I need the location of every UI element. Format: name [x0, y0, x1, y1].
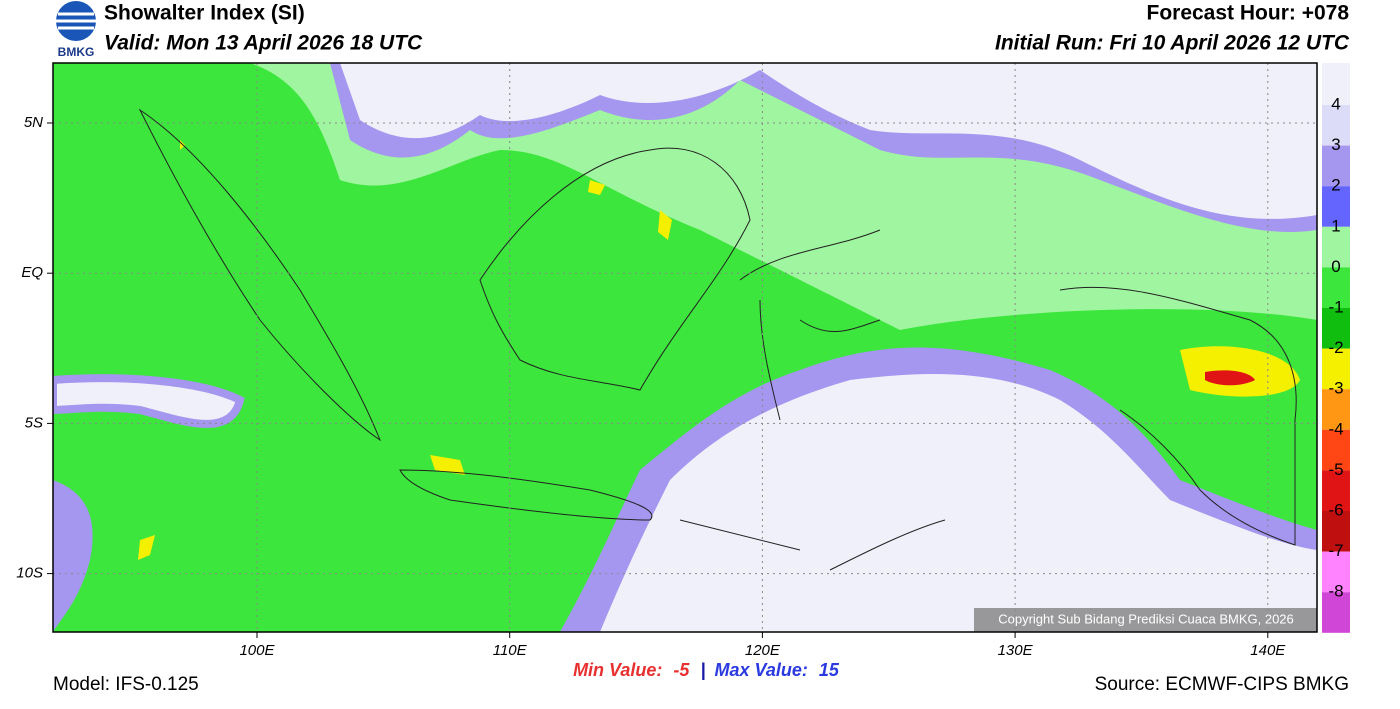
colorbar-segment	[1322, 551, 1350, 593]
valid-time: Valid: Mon 13 April 2026 18 UTC	[104, 32, 423, 55]
lon-label: 140E	[1250, 642, 1286, 659]
colorbar-segment	[1322, 389, 1350, 430]
lon-label: 100E	[239, 642, 275, 659]
colorbar-label: 4	[1331, 94, 1340, 113]
forecast-hour: Forecast Hour: +078	[1147, 2, 1350, 25]
colorbar-label: 1	[1331, 216, 1340, 235]
map: Copyright Sub Bidang Prediksi Cuaca BMKG…	[53, 63, 1317, 632]
lat-label: 5N	[24, 114, 43, 131]
colorbar-label: -1	[1328, 297, 1343, 316]
max-label: Max Value:	[715, 660, 808, 680]
min-value: -5	[673, 660, 690, 680]
lon-label: 130E	[998, 642, 1034, 659]
colorbar-segment	[1322, 470, 1350, 511]
lon-label: 120E	[745, 642, 781, 659]
max-value: 15	[819, 660, 840, 680]
colorbar-label: -8	[1328, 582, 1343, 601]
colorbar-segment	[1322, 105, 1350, 146]
colorbar-label: -6	[1328, 500, 1343, 519]
colorbar: 4 3 2 1 0 -1 -2 -3 -4 -5 -6 -7 -8	[1322, 63, 1350, 633]
map-frame	[52, 62, 1318, 633]
colorbar-segment	[1322, 348, 1350, 390]
lat-label: EQ	[21, 264, 43, 281]
logo: BMKG	[56, 1, 96, 59]
initial-run: Initial Run: Fri 10 April 2026 12 UTC	[995, 32, 1350, 55]
colorbar-label: -7	[1328, 541, 1343, 560]
colorbar-segment	[1322, 511, 1350, 552]
copyright: Copyright Sub Bidang Prediksi Cuaca BMKG…	[998, 611, 1294, 626]
colorbar-segment	[1322, 186, 1350, 227]
colorbar-label: 2	[1331, 176, 1340, 195]
model: Model: IFS-0.125	[53, 674, 199, 695]
colorbar-label: -2	[1328, 338, 1343, 357]
colorbar-label: 0	[1331, 257, 1340, 276]
lat-label: 10S	[16, 565, 43, 582]
colorbar-segment	[1322, 267, 1350, 308]
colorbar-label: -3	[1328, 379, 1343, 398]
colorbar-segment	[1322, 308, 1350, 349]
colorbar-segment	[1322, 429, 1350, 471]
lon-label: 110E	[493, 642, 528, 659]
source: Source: ECMWF-CIPS BMKG	[1095, 674, 1349, 695]
logo-text: BMKG	[58, 45, 95, 59]
colorbar-label: 3	[1331, 135, 1340, 154]
min-max: Min Value: -5 | Max Value: 15	[573, 660, 840, 680]
colorbar-label: -4	[1328, 419, 1343, 438]
colorbar-label: -5	[1328, 460, 1343, 479]
lat-label: 5S	[25, 414, 43, 431]
title: Showalter Index (SI)	[104, 2, 305, 25]
min-label: Min Value:	[573, 660, 662, 680]
colorbar-segment	[1322, 63, 1350, 105]
colorbar-segment	[1322, 145, 1350, 187]
copyright-box	[974, 608, 1317, 632]
colorbar-segment	[1322, 592, 1350, 633]
colorbar-segment	[1322, 226, 1350, 268]
